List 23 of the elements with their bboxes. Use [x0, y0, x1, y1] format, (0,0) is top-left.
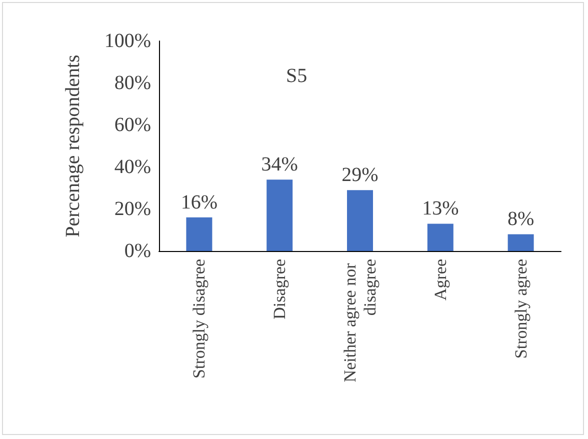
- bar: [427, 224, 454, 251]
- x-tick-label: Strongly disagree: [190, 259, 209, 378]
- y-tick-label: 0%: [124, 240, 151, 262]
- x-tick-label: Agree: [430, 259, 450, 301]
- data-label: 13%: [422, 198, 459, 220]
- data-label: 8%: [507, 208, 534, 230]
- y-tick-label: 100%: [104, 30, 151, 52]
- y-tick-label: 80%: [114, 72, 151, 94]
- x-tick-label: Strongly agree: [511, 259, 530, 359]
- text: S5: [286, 65, 308, 87]
- bar: [508, 234, 534, 251]
- y-tick-label: 40%: [114, 156, 151, 178]
- x-tick-label: Disagree: [270, 259, 290, 320]
- bar: [347, 190, 373, 251]
- bar: [186, 217, 212, 251]
- data-label: 16%: [180, 191, 218, 214]
- data-label: 34%: [261, 154, 298, 176]
- y-tick-label: 20%: [114, 198, 151, 220]
- y-tick-label: 60%: [114, 114, 151, 136]
- x-tick-label: Neither agree nor disagree: [340, 259, 380, 382]
- data-label: 29%: [342, 164, 378, 186]
- y-axis-title: Percenage respondents: [62, 54, 84, 238]
- bar: [266, 180, 293, 251]
